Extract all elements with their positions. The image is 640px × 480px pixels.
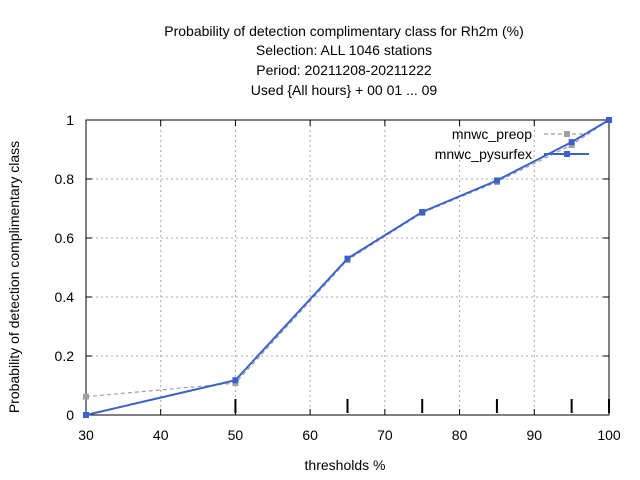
legend-label-mnwc_preop: mnwc_preop — [452, 126, 532, 142]
legend-label-mnwc_pysurfex: mnwc_pysurfex — [435, 146, 532, 162]
y-tick-label: 0.8 — [55, 171, 75, 187]
title-line-3: Period: 20211208-20211222 — [256, 62, 432, 78]
title-line-1: Probability of detection complimentary c… — [164, 23, 523, 39]
data-point-mnwc_pysurfex — [344, 255, 351, 262]
data-point-mnwc_pysurfex — [232, 377, 239, 384]
x-tick-label: 80 — [452, 427, 468, 443]
data-point-mnwc_pysurfex — [83, 412, 89, 418]
y-axis-label: Probability of detection complimentary c… — [6, 141, 22, 413]
x-axis-label: thresholds % — [305, 457, 386, 473]
data-point-mnwc_preop — [83, 393, 89, 400]
y-tick-label: 0.2 — [55, 348, 75, 364]
x-tick-label: 70 — [377, 427, 393, 443]
y-tick-label: 0 — [66, 407, 74, 423]
series-line-mnwc_pysurfex — [85, 119, 610, 416]
x-tick-label: 30 — [78, 427, 94, 443]
data-point-mnwc_pysurfex — [419, 209, 426, 216]
y-tick-label: 1 — [66, 112, 74, 128]
legend-marker-mnwc_pysurfex — [564, 151, 570, 157]
y-tick-label: 0.6 — [55, 230, 75, 246]
data-point-mnwc_pysurfex — [606, 117, 612, 123]
series-group — [83, 117, 612, 418]
x-tick-label: 100 — [597, 427, 621, 443]
plot-frame — [85, 119, 610, 416]
legend-marker-mnwc_preop — [564, 131, 570, 137]
data-point-mnwc_pysurfex — [493, 177, 500, 184]
x-tick-label: 90 — [526, 427, 542, 443]
legend: mnwc_preop mnwc_pysurfex — [435, 126, 589, 162]
x-tick-label: 60 — [302, 427, 318, 443]
y-tick-label: 0.4 — [55, 289, 75, 305]
chart-title: Probability of detection complimentary c… — [164, 23, 523, 98]
grid — [86, 120, 609, 415]
tick-labels: 0 0.2 0.4 0.6 0.8 1 30 40 50 60 70 80 90 100 — [55, 112, 621, 443]
data-point-mnwc_pysurfex — [568, 139, 575, 146]
x-tick-label: 40 — [153, 427, 169, 443]
x-tick-label: 50 — [228, 427, 244, 443]
title-line-2: Selection: ALL 1046 stations — [256, 42, 432, 58]
title-line-4: Used {All hours} + 00 01 ... 09 — [251, 82, 438, 98]
threshold-marks — [234, 399, 610, 413]
